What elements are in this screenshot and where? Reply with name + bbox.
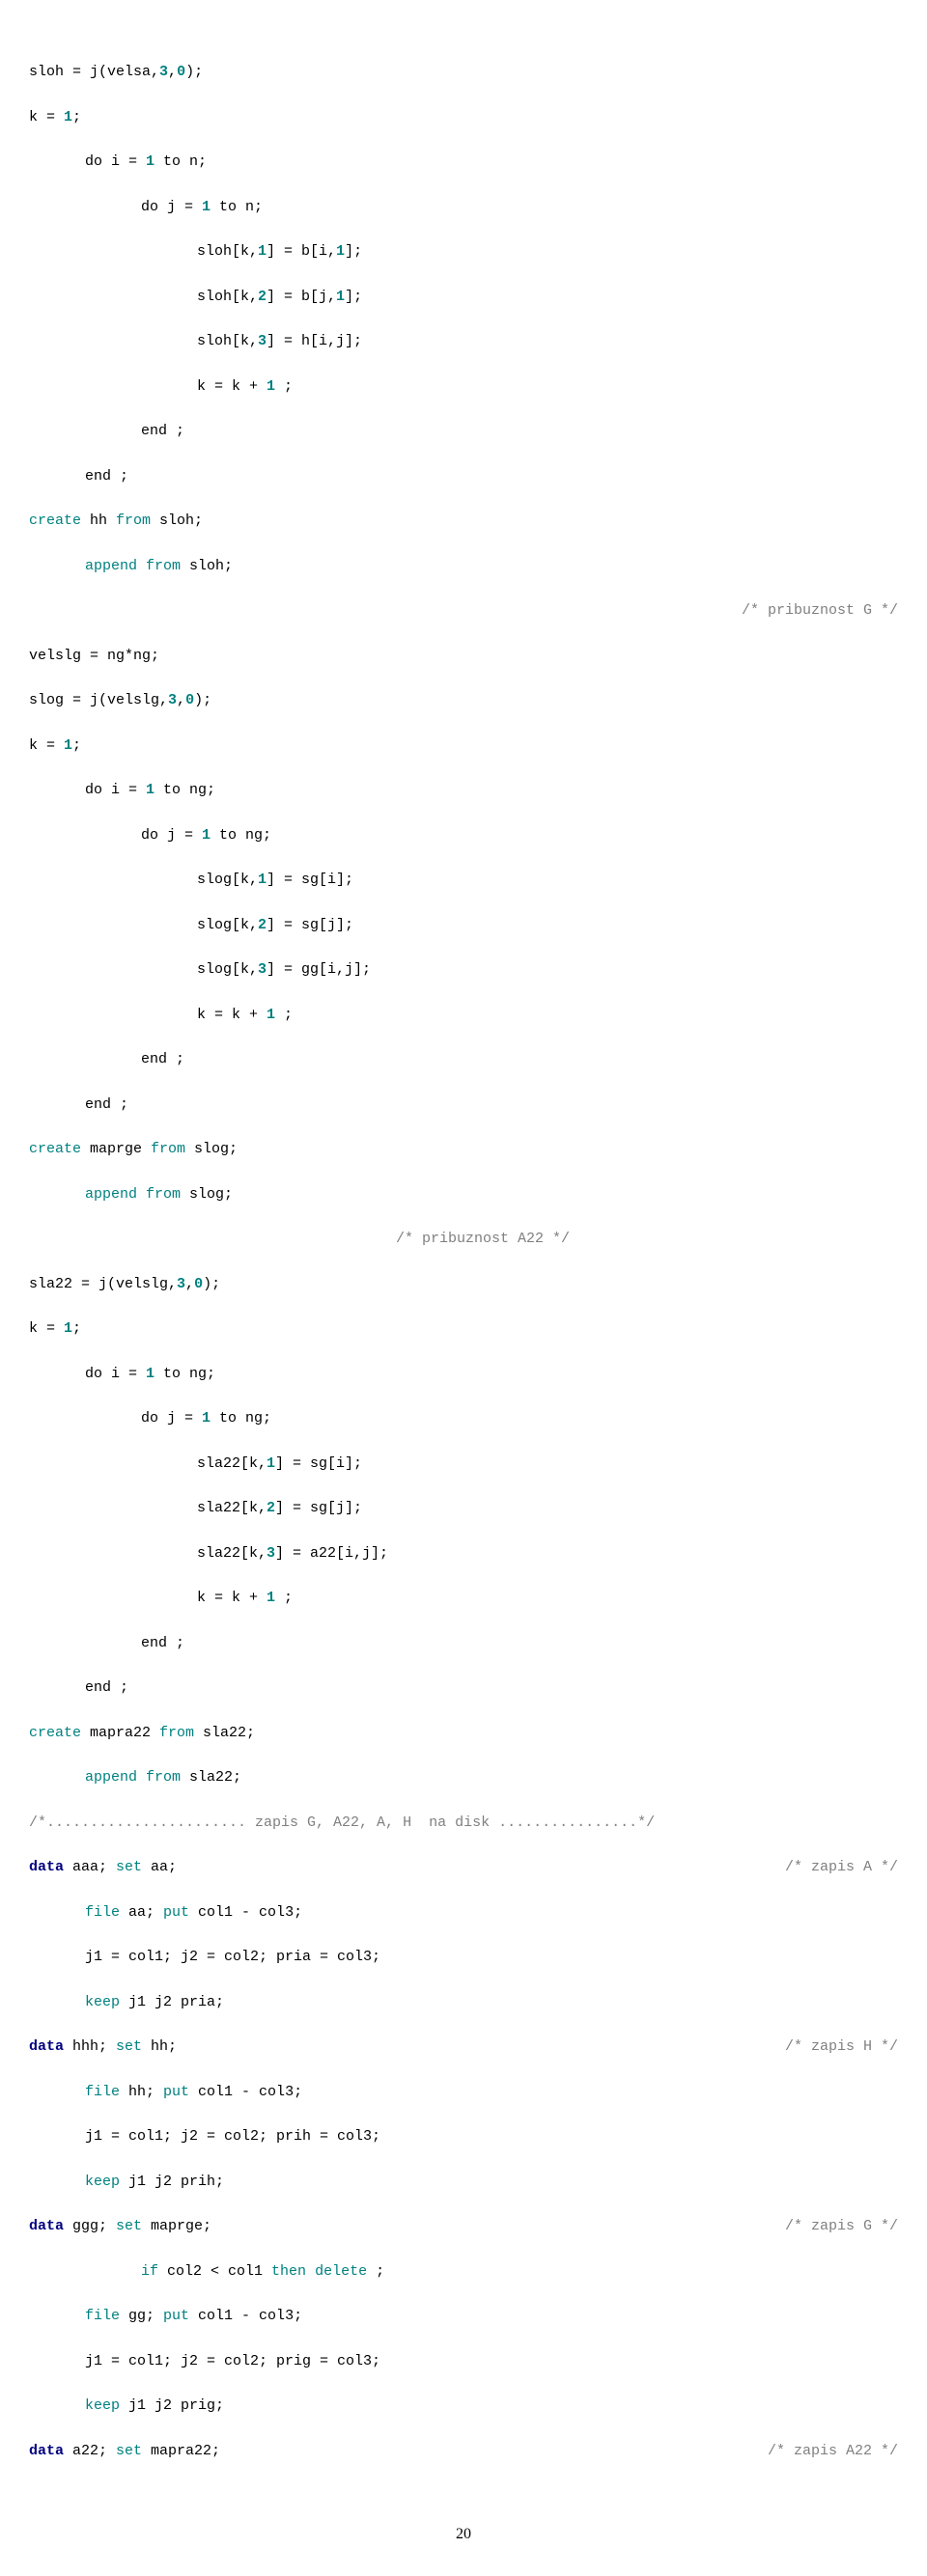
- code-line: do i = 1 to n;: [85, 151, 898, 173]
- code-line: keep j1 j2 prih;: [85, 2171, 898, 2193]
- code-line: create mapra22 from sla22;: [29, 1722, 898, 1744]
- code-line: sla22 = j(velslg,3,0);: [29, 1273, 898, 1295]
- code-line: sla22[k,2] = sg[j];: [197, 1497, 898, 1519]
- code-line: do j = 1 to ng;: [141, 1407, 898, 1429]
- code-line: keep j1 j2 prig;: [85, 2395, 898, 2417]
- code-line: do j = 1 to n;: [141, 196, 898, 218]
- code-line: sloh[k,1] = b[i,1];: [197, 240, 898, 263]
- code-line: if col2 < col1 then delete ;: [141, 2260, 898, 2283]
- code-line: keep j1 j2 pria;: [85, 1991, 898, 2013]
- code-line: velslg = ng*ng;: [29, 645, 898, 667]
- code-line: /* pribuznost G */: [29, 599, 898, 622]
- code-line: append from sla22;: [85, 1766, 898, 1788]
- code-line: slog[k,3] = gg[i,j];: [197, 958, 898, 981]
- code-line: end ;: [141, 1048, 898, 1070]
- code-line: sla22[k,3] = a22[i,j];: [197, 1542, 898, 1565]
- code-line: sla22[k,1] = sg[i];: [197, 1453, 898, 1475]
- page-number: 20: [29, 2523, 898, 2547]
- code-line: sloh = j(velsa,3,0);: [29, 61, 898, 83]
- code-line: j1 = col1; j2 = col2; prih = col3;: [85, 2125, 898, 2147]
- code-line: do j = 1 to ng;: [141, 824, 898, 846]
- code-line: k = 1;: [29, 734, 898, 757]
- code-line: end ;: [85, 1676, 898, 1699]
- code-line: append from sloh;: [85, 555, 898, 577]
- code-line: data hhh; set hh;/* zapis H */: [29, 2036, 898, 2058]
- code-line: end ;: [85, 465, 898, 487]
- code-line: file aa; put col1 - col3;: [85, 1901, 898, 1924]
- code-line: j1 = col1; j2 = col2; prig = col3;: [85, 2350, 898, 2372]
- code-line: /* pribuznost A22 */: [29, 1228, 898, 1250]
- code-line: do i = 1 to ng;: [85, 1363, 898, 1385]
- code-line: k = 1;: [29, 1317, 898, 1340]
- code-listing: sloh = j(velsa,3,0); k = 1; do i = 1 to …: [29, 39, 898, 2484]
- code-line: data a22; set mapra22;/* zapis A22 */: [29, 2440, 898, 2462]
- code-line: k = 1;: [29, 106, 898, 128]
- code-line: create maprge from slog;: [29, 1138, 898, 1160]
- code-line: create hh from sloh;: [29, 510, 898, 532]
- code-line: sloh[k,3] = h[i,j];: [197, 330, 898, 352]
- code-line: end ;: [85, 1094, 898, 1116]
- code-line: slog[k,1] = sg[i];: [197, 869, 898, 891]
- code-line: k = k + 1 ;: [197, 1587, 898, 1609]
- code-line: k = k + 1 ;: [197, 1004, 898, 1026]
- code-line: sloh[k,2] = b[j,1];: [197, 286, 898, 308]
- code-line: end ;: [141, 1632, 898, 1654]
- code-line: /*....................... zapis G, A22, …: [29, 1812, 898, 1834]
- code-line: j1 = col1; j2 = col2; pria = col3;: [85, 1946, 898, 1968]
- code-line: end ;: [141, 420, 898, 442]
- code-line: append from slog;: [85, 1183, 898, 1205]
- code-line: file gg; put col1 - col3;: [85, 2305, 898, 2327]
- code-line: slog = j(velslg,3,0);: [29, 689, 898, 711]
- code-line: file hh; put col1 - col3;: [85, 2081, 898, 2103]
- code-line: k = k + 1 ;: [197, 375, 898, 398]
- code-line: data ggg; set maprge;/* zapis G */: [29, 2215, 898, 2237]
- code-line: slog[k,2] = sg[j];: [197, 914, 898, 936]
- code-line: data aaa; set aa;/* zapis A */: [29, 1856, 898, 1878]
- code-line: do i = 1 to ng;: [85, 779, 898, 801]
